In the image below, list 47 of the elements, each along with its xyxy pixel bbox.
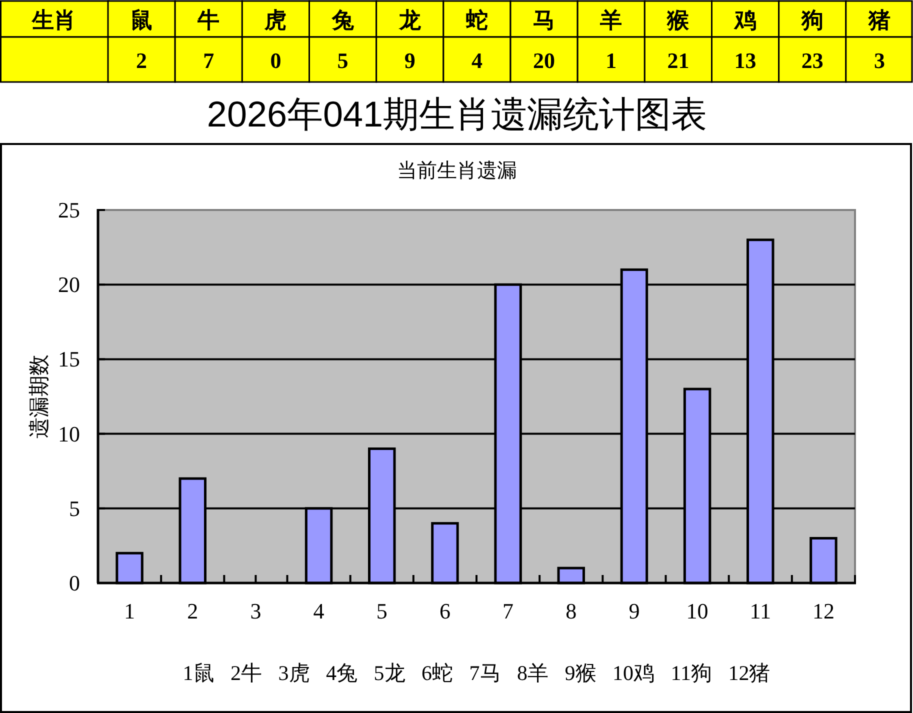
category-label: 蛇	[464, 8, 488, 32]
category-label: 龙	[398, 8, 422, 32]
y-tick-label: 20	[58, 272, 80, 298]
x-tick-label: 7	[502, 598, 514, 624]
data-label: 21	[667, 48, 690, 73]
x-tick-label: 10	[686, 598, 708, 624]
text: 1鼠 2牛 3虎 4兔 5龙 6蛇 7马 8羊 9猴 10鸡 11狗 12猪	[182, 661, 770, 685]
data-label: 2	[136, 48, 148, 73]
data-label: 0	[270, 48, 282, 73]
category-label: 猪	[867, 8, 890, 32]
chart-subtitle: 当前生肖遗漏	[397, 160, 517, 182]
x-tick-label: 3	[250, 598, 262, 624]
data-label: 20	[533, 48, 556, 73]
y-tick-label: 5	[69, 496, 80, 521]
data-label: 23	[801, 48, 824, 73]
y-tick-label: 10	[58, 421, 80, 446]
category-label: 狗	[800, 8, 824, 32]
category-label: 牛	[196, 8, 220, 32]
y-tick-label: 15	[58, 346, 80, 372]
chart-title: 2026年041期生肖遗漏统计图表	[206, 94, 708, 134]
y-tick-label: 25	[58, 198, 80, 222]
data-label: 13	[734, 48, 756, 73]
category-label: 兔	[330, 8, 354, 32]
x-tick-label: 12	[812, 598, 834, 624]
data-label: 5	[337, 48, 348, 73]
data-label: 4	[471, 48, 482, 73]
data-label: 3	[874, 48, 885, 73]
data-label: 9	[404, 48, 416, 73]
data-label: 1	[606, 48, 617, 73]
x-tick-label: 5	[376, 598, 388, 624]
data-label: 7	[203, 48, 214, 73]
category-label: 鸡	[733, 8, 756, 32]
text: 生肖	[31, 8, 76, 32]
x-tick-label: 8	[566, 598, 577, 624]
y-axis-title: 遗漏期数	[27, 354, 51, 438]
x-tick-label: 9	[628, 598, 640, 624]
category-label: 马	[533, 8, 556, 32]
x-tick-label: 2	[187, 598, 198, 624]
y-tick-label: 0	[69, 570, 80, 596]
x-tick-label: 11	[750, 598, 771, 624]
category-label: 羊	[599, 8, 622, 32]
x-tick-label: 4	[313, 598, 324, 624]
x-tick-label: 6	[439, 598, 450, 624]
category-label: 虎	[264, 8, 287, 32]
category-label: 猴	[666, 8, 690, 32]
x-tick-label: 1	[124, 598, 136, 624]
category-label: 鼠	[130, 8, 153, 32]
